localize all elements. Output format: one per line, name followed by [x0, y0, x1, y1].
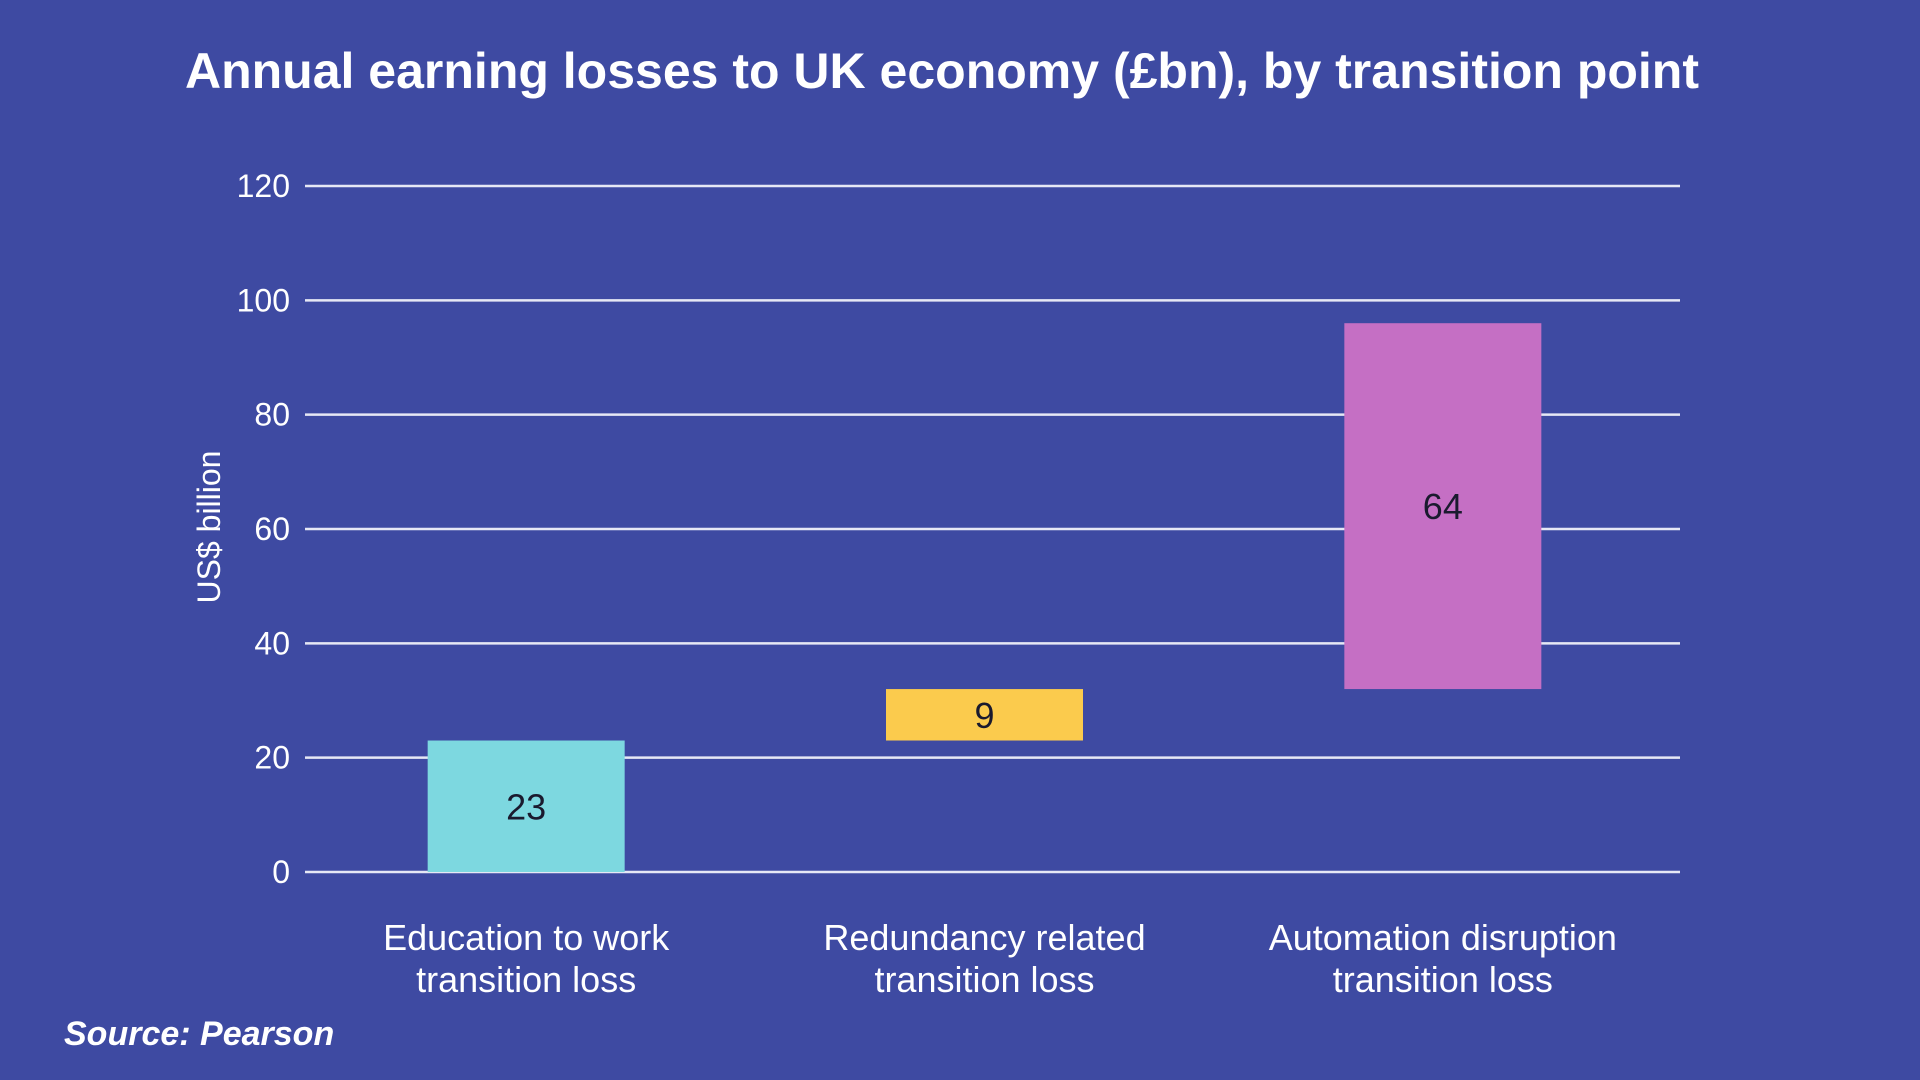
y-axis-ticks: 0 20 40 60 80 100 120 [237, 168, 290, 890]
bar [886, 689, 1083, 741]
x-category-label: Education to work [383, 917, 670, 958]
y-tick-label: 120 [237, 168, 290, 204]
x-category-label: transition loss [1333, 959, 1553, 1000]
bar [427, 740, 625, 872]
source-note: Source: Pearson [64, 1015, 335, 1053]
x-category-label: Automation disruption [1269, 917, 1617, 958]
bar-value-label: 64 [1423, 486, 1463, 527]
y-tick-label: 100 [237, 282, 290, 318]
y-tick-label: 60 [254, 511, 290, 547]
y-tick-label: 40 [254, 625, 290, 661]
bar-value-label: 23 [506, 786, 546, 827]
chart-title: Annual earning losses to UK economy (£bn… [185, 43, 1699, 99]
bar-value-label: 9 [974, 695, 994, 736]
x-category-label: transition loss [874, 959, 1094, 1000]
x-category-label: Redundancy related [823, 917, 1145, 958]
y-tick-label: 20 [254, 740, 290, 776]
bar [1344, 323, 1542, 690]
y-tick-label: 0 [272, 854, 290, 890]
x-category-label: transition loss [416, 959, 636, 1000]
y-tick-label: 80 [254, 397, 290, 433]
y-axis-label: US$ billion [191, 451, 227, 604]
bars: 23 9 64 [427, 323, 1542, 872]
